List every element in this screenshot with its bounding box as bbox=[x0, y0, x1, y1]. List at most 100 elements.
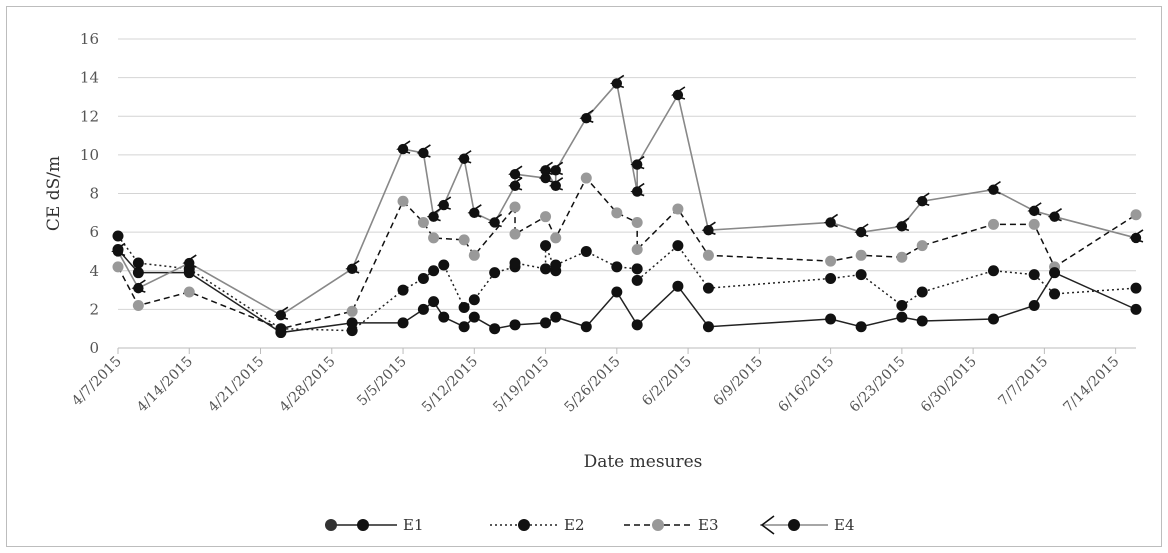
data-point bbox=[855, 226, 867, 238]
data-point bbox=[896, 311, 908, 323]
axes: 0 2 4 6 8 10 12 14 16 4/7/2015 4/14/2015 4/21/2015 4… bbox=[69, 30, 1136, 416]
y-tick-label: 2 bbox=[89, 300, 99, 318]
data-point bbox=[275, 309, 287, 321]
data-point bbox=[397, 143, 409, 155]
data-point bbox=[580, 245, 592, 257]
data-point bbox=[346, 317, 358, 329]
data-point bbox=[702, 321, 714, 333]
x-tick-label: 5/12/2015 bbox=[419, 354, 481, 416]
data-point bbox=[468, 294, 480, 306]
data-point bbox=[896, 251, 908, 263]
data-point bbox=[438, 199, 449, 211]
data-point bbox=[631, 186, 643, 197]
data-point bbox=[183, 267, 195, 279]
data-point bbox=[672, 280, 684, 292]
series-E4 bbox=[111, 74, 1144, 321]
x-tick-label: 4/7/2015 bbox=[69, 354, 125, 410]
x-tick-label: 5/5/2015 bbox=[354, 354, 410, 410]
data-point bbox=[428, 232, 440, 244]
data-point bbox=[550, 259, 562, 271]
x-tick-label: 4/28/2015 bbox=[277, 354, 339, 416]
data-point bbox=[132, 257, 144, 269]
data-point bbox=[458, 321, 470, 333]
data-point bbox=[703, 224, 714, 236]
series-E1 bbox=[112, 244, 1142, 339]
data-point bbox=[428, 296, 440, 308]
data-point bbox=[896, 300, 908, 312]
data-point bbox=[988, 184, 999, 195]
data-point bbox=[540, 172, 551, 184]
x-tick-label: 6/30/2015 bbox=[918, 354, 980, 416]
legend-item-E4: E4 bbox=[760, 515, 855, 535]
data-point bbox=[581, 112, 592, 124]
x-axis-title: Date mesures bbox=[584, 452, 703, 472]
data-point bbox=[183, 286, 195, 298]
data-point bbox=[489, 267, 501, 279]
data-point bbox=[112, 246, 124, 257]
data-point bbox=[550, 311, 562, 323]
data-point bbox=[489, 217, 500, 228]
data-point bbox=[855, 269, 867, 281]
y-tick-label: 10 bbox=[80, 146, 99, 164]
x-tick-label: 5/19/2015 bbox=[490, 354, 552, 416]
y-axis-title: CE dS/m bbox=[44, 156, 64, 231]
data-point bbox=[611, 207, 623, 219]
x-tick-label: 6/16/2015 bbox=[775, 354, 837, 416]
data-point bbox=[509, 168, 521, 180]
data-point bbox=[580, 321, 592, 333]
legend: E1 E2 E3 E4 bbox=[325, 515, 855, 535]
data-point bbox=[611, 78, 623, 89]
data-point bbox=[1130, 209, 1142, 221]
data-point bbox=[987, 313, 999, 325]
legend-marker bbox=[518, 519, 530, 531]
series-line-E4 bbox=[117, 81, 1137, 317]
data-point bbox=[825, 272, 837, 284]
series-line-E2 bbox=[117, 235, 1137, 332]
data-point bbox=[1029, 205, 1040, 217]
data-point bbox=[631, 274, 643, 286]
x-tick-label: 7/7/2015 bbox=[995, 354, 1051, 410]
data-point bbox=[1049, 288, 1061, 300]
data-point bbox=[917, 196, 928, 207]
y-tick-label: 12 bbox=[80, 107, 99, 125]
data-point bbox=[417, 216, 429, 228]
legend-item-E1: E1 bbox=[325, 516, 424, 534]
data-point bbox=[468, 249, 480, 261]
y-tick-label: 0 bbox=[89, 339, 99, 357]
data-point bbox=[540, 165, 551, 176]
legend-label: E4 bbox=[834, 516, 855, 534]
data-point bbox=[346, 305, 358, 317]
data-point bbox=[397, 317, 409, 329]
y-tick-label: 8 bbox=[89, 185, 99, 203]
legend-marker bbox=[788, 519, 800, 531]
data-point bbox=[540, 317, 552, 329]
data-point bbox=[133, 282, 144, 294]
data-point bbox=[468, 311, 480, 323]
legend-marker bbox=[357, 519, 369, 531]
data-point bbox=[916, 240, 928, 252]
data-point bbox=[550, 165, 561, 176]
data-point bbox=[631, 216, 643, 228]
chart-frame: 0 2 4 6 8 10 12 14 16 4/7/2015 4/14/2015 4/21/2015 4… bbox=[6, 6, 1162, 547]
data-point bbox=[112, 230, 124, 242]
data-point bbox=[346, 263, 358, 275]
data-point bbox=[458, 301, 470, 313]
data-point bbox=[458, 153, 470, 164]
data-point bbox=[1028, 300, 1040, 312]
data-point bbox=[1130, 282, 1142, 294]
data-point bbox=[987, 218, 999, 230]
data-point bbox=[184, 257, 195, 269]
data-point bbox=[438, 259, 450, 271]
legend-item-E3: E3 bbox=[624, 516, 719, 534]
data-point bbox=[132, 300, 144, 312]
x-tick-label: 7/14/2015 bbox=[1060, 354, 1122, 416]
data-point bbox=[132, 267, 144, 279]
data-point bbox=[509, 180, 521, 191]
data-point bbox=[509, 319, 521, 331]
data-point bbox=[550, 232, 562, 244]
legend-label: E1 bbox=[403, 516, 424, 534]
data-point bbox=[428, 211, 439, 222]
data-point bbox=[672, 89, 684, 101]
data-point bbox=[1130, 303, 1142, 315]
data-point bbox=[825, 313, 837, 325]
